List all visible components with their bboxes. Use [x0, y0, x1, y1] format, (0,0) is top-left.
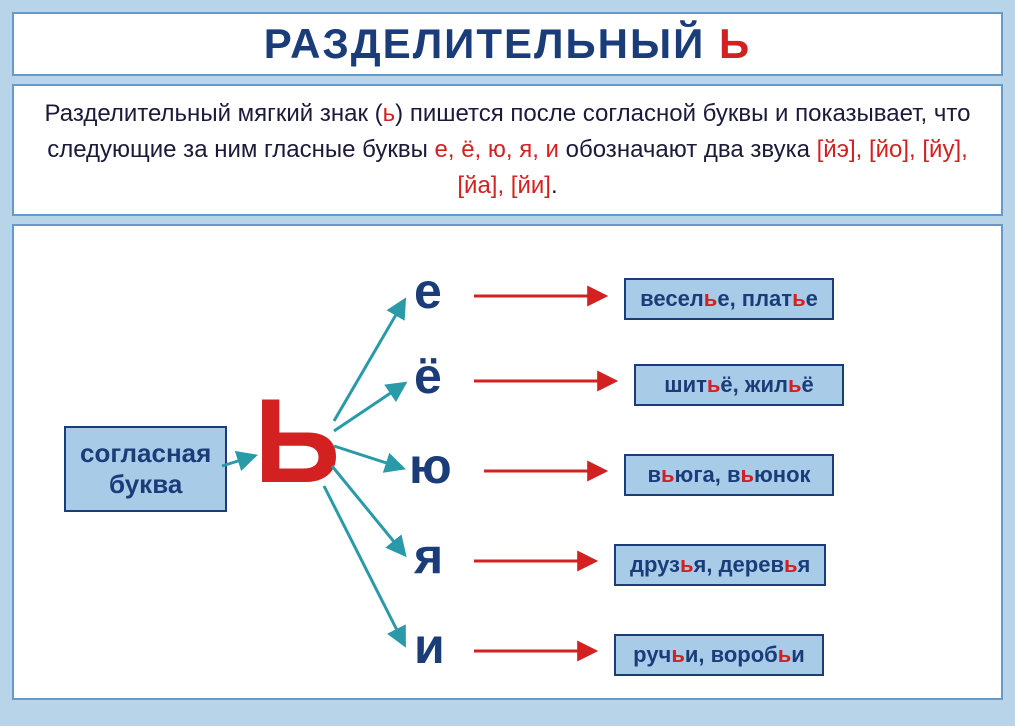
example-text-3: друзья, деревья [630, 552, 810, 577]
example-box-1: шитьё, жильё [634, 364, 844, 406]
consonant-box: согласная буква [64, 426, 227, 512]
title-main: РАЗДЕЛИТЕЛЬНЫЙ [264, 20, 719, 67]
vowel-е: е [414, 266, 442, 316]
vowel-и: и [414, 621, 445, 671]
example-box-0: веселье, платье [624, 278, 834, 320]
big-soft-sign: Ь [254, 381, 340, 501]
example-box-2: вьюга, вьюнок [624, 454, 834, 496]
example-text-1: шитьё, жильё [664, 372, 814, 397]
vowel-ю: ю [409, 441, 452, 491]
vowel-я: я [414, 531, 443, 581]
rule-part3: обозначают два звука [559, 136, 817, 163]
diagram-box: согласная буква Ь еёюяи веселье, платье ш… [12, 224, 1003, 700]
rule-part4: . [551, 172, 558, 199]
consonant-line2: буква [80, 469, 211, 500]
rule-vowels: е, ё, ю, я, и [435, 136, 559, 163]
rule-box: Разделительный мягкий знак (ь) пишется п… [12, 84, 1003, 216]
example-text-4: ручьи, воробьи [633, 642, 805, 667]
rule-part1: Разделительный мягкий знак ( [45, 100, 383, 127]
title-highlight: Ь [719, 20, 751, 67]
example-box-4: ручьи, воробьи [614, 634, 824, 676]
example-box-3: друзья, деревья [614, 544, 826, 586]
title-box: РАЗДЕЛИТЕЛЬНЫЙ Ь [12, 12, 1003, 76]
rule-b1: ь [383, 100, 396, 127]
consonant-line1: согласная [80, 438, 211, 469]
vowel-ё: ё [414, 351, 442, 401]
example-text-2: вьюга, вьюнок [647, 462, 810, 487]
example-text-0: веселье, платье [640, 286, 818, 311]
